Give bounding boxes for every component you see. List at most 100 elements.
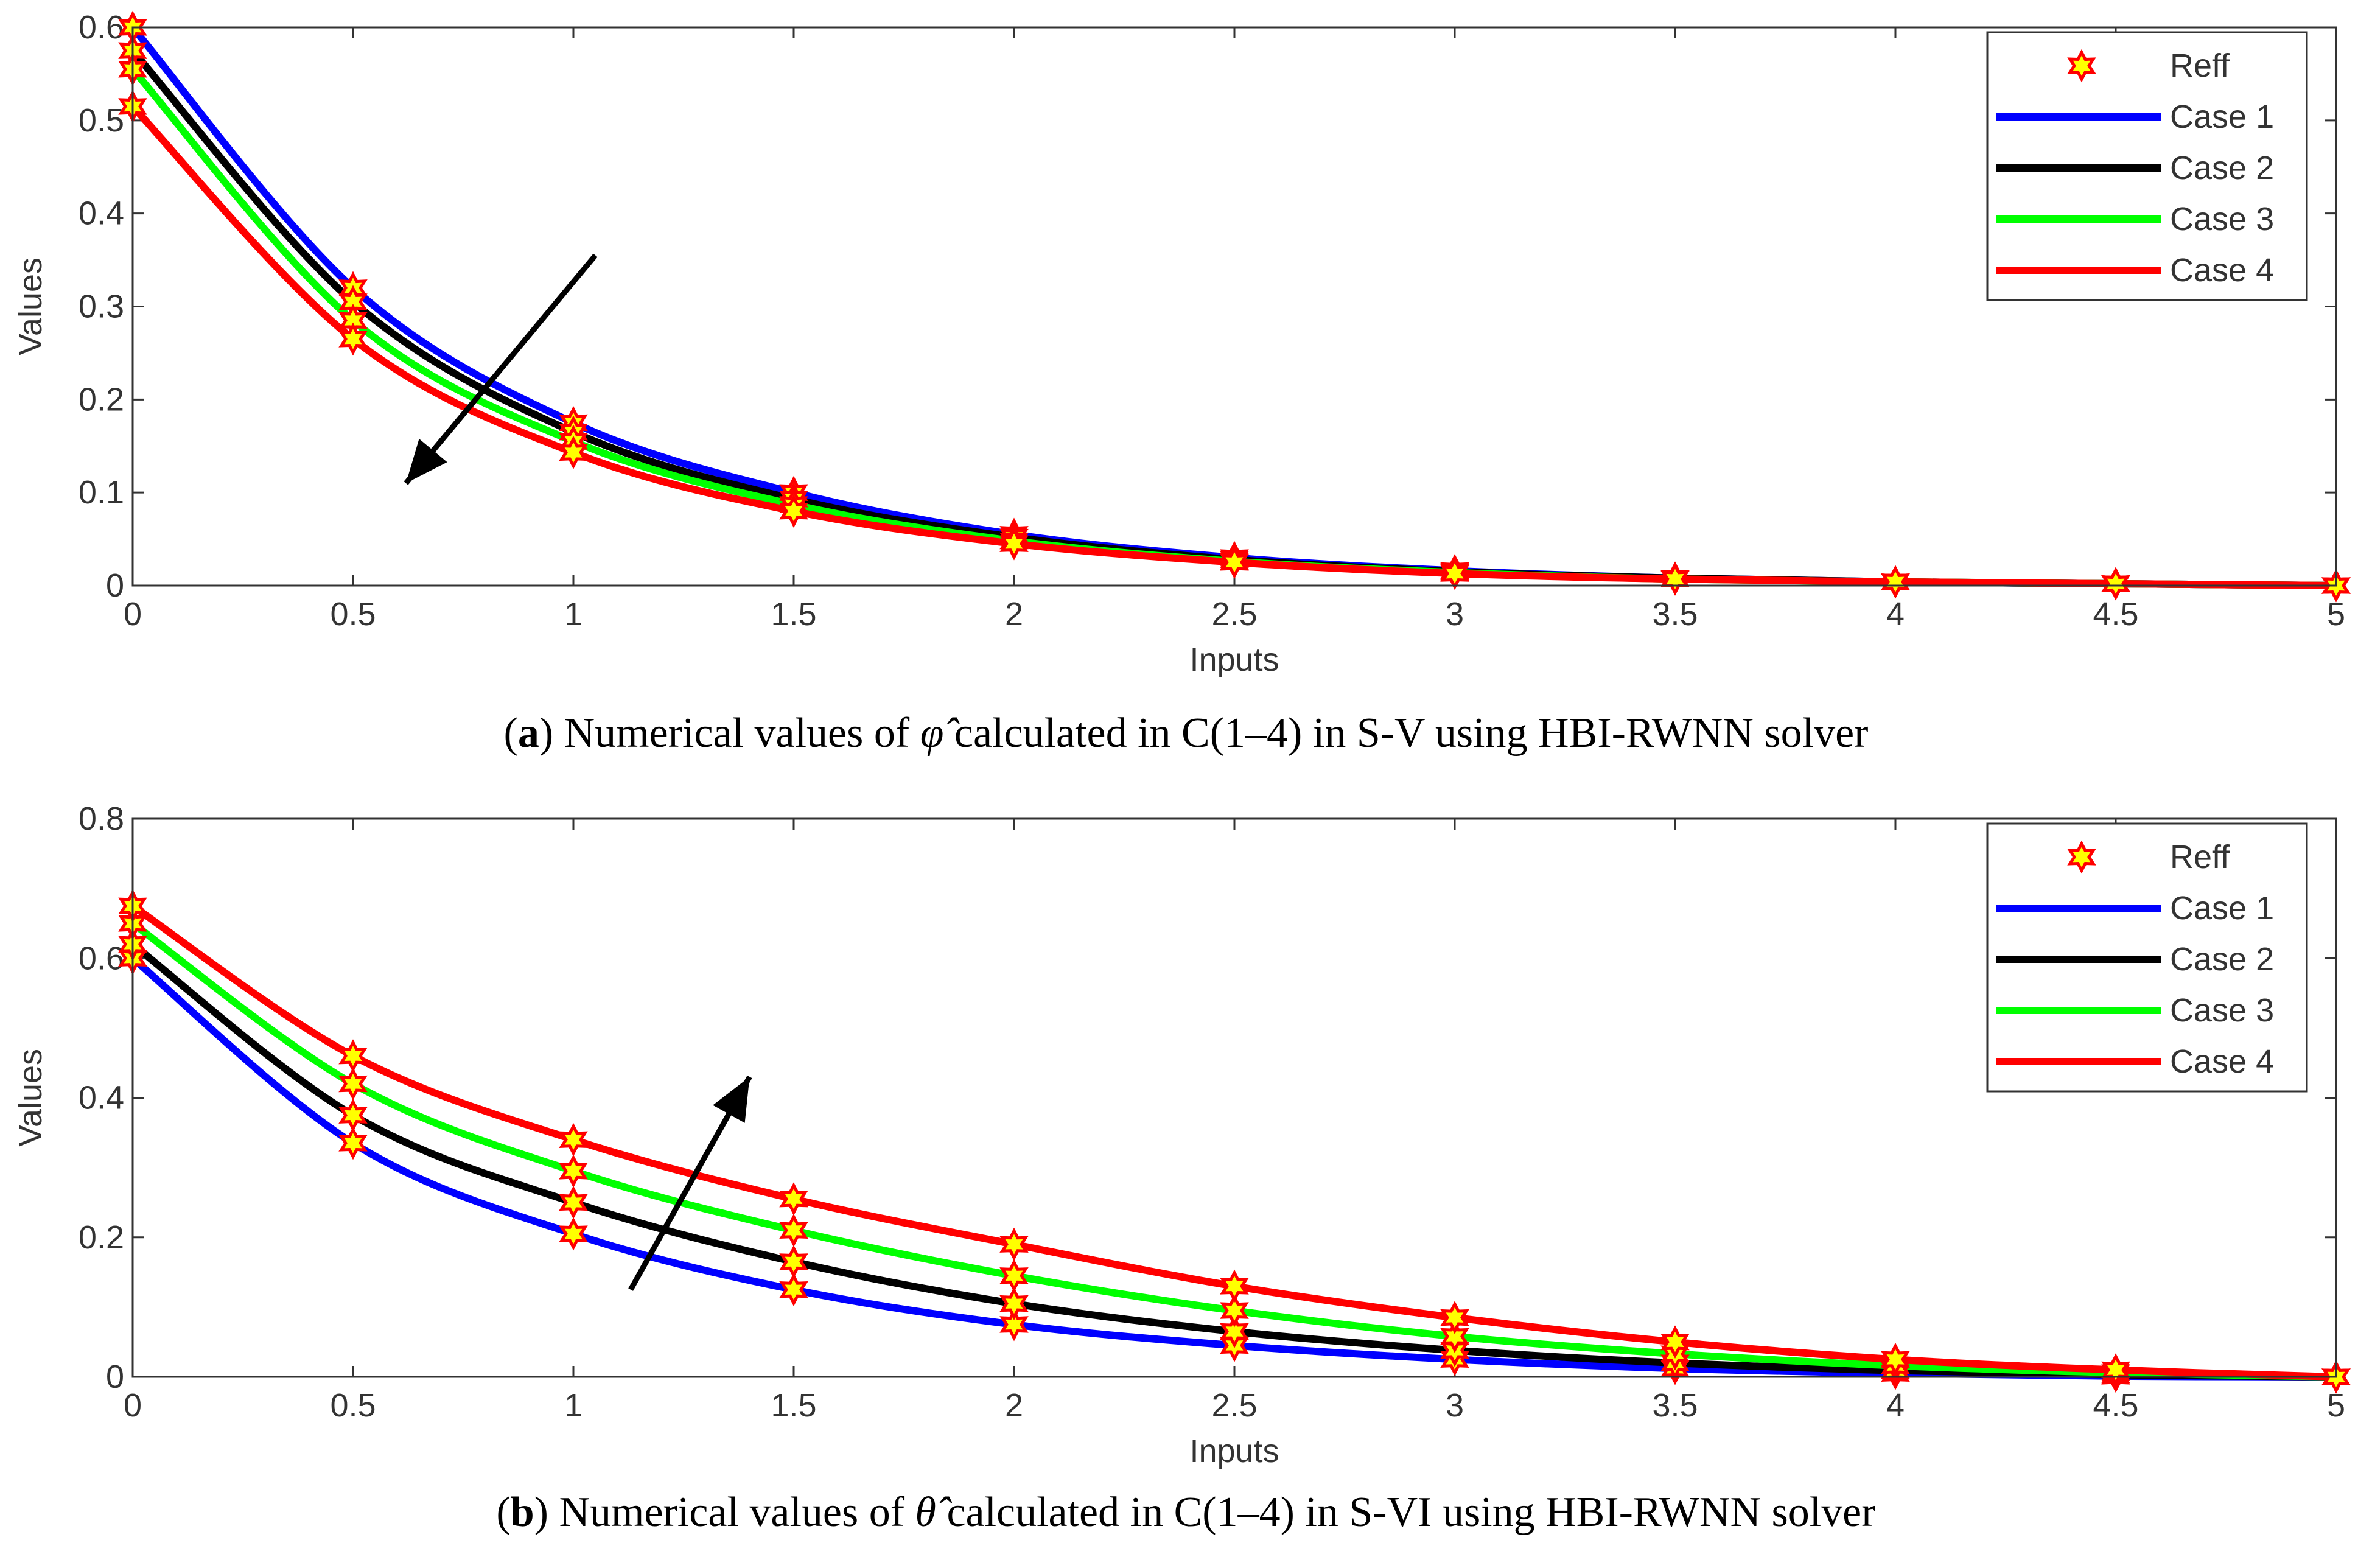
chart-b: 0 0.5 1 1.5 2 2.5 3 3.5 4 4.5 500.20.40.60.8Inputs… [12, 800, 2351, 1469]
reff-marker [1220, 1315, 1249, 1348]
x-tick-label: 4 [1886, 596, 1905, 632]
y-tick-label: 0.1 [79, 474, 124, 511]
reff-marker [559, 435, 588, 469]
x-tick-label: 4.5 [2093, 1387, 2138, 1424]
y-tick-label: 0.3 [79, 289, 124, 325]
y-tick-label: 0.8 [79, 800, 124, 837]
caption-b-symbol: θ̂ [915, 1489, 936, 1536]
reff-marker [779, 494, 808, 528]
caption-b-letter: b [510, 1489, 534, 1536]
caption-a-post: calculated in C(1–4) in S-V using HBI-RW… [954, 710, 1869, 757]
legend-reff-label: Reff [2170, 47, 2230, 84]
legend-label-case-4: Case 4 [2170, 252, 2274, 289]
legend-reff-label: Reff [2170, 839, 2230, 875]
x-tick-label: 0 [124, 1387, 142, 1424]
x-axis-label: Inputs [1189, 642, 1279, 678]
reff-marker [1881, 1342, 1910, 1376]
reff-marker [1881, 565, 1910, 599]
y-tick-label: 0.2 [79, 381, 124, 418]
reff-marker [2101, 567, 2130, 601]
caption-b-post: calculated in C(1–4) in S-VI using HBI-R… [946, 1489, 1876, 1536]
reff-marker [559, 1122, 588, 1157]
caption-b-pre: Numerical values of [559, 1489, 915, 1536]
reff-marker [999, 1287, 1029, 1321]
legend-label-case-4: Case 4 [2170, 1043, 2274, 1080]
trend-arrow-shaft [404, 253, 598, 485]
y-tick-label: 0.6 [79, 940, 124, 976]
y-tick-label: 0.4 [79, 1080, 124, 1116]
y-tick-label: 0.2 [79, 1219, 124, 1256]
reff-marker [559, 1217, 588, 1251]
axes-box [131, 817, 2337, 1378]
y-axis-label: Values [12, 1049, 49, 1147]
x-tick-label: 0.5 [330, 1387, 376, 1424]
chart-panel-a: 0 0.5 1 1.5 2 2.5 3 3.5 4 4.5 5 0 0.1 0.2 0.3 0.4 0.5 0.6… [0, 0, 2372, 777]
x-tick-label: 0 [124, 596, 142, 632]
reff-marker [779, 1213, 808, 1247]
x-tick-label: 3 [1446, 596, 1464, 632]
caption-b: (b) Numerical values of θ̂ calculated in… [496, 1489, 1876, 1536]
caption-a-symbol: φ̂ [920, 710, 944, 757]
y-tick-label: 0.5 [79, 102, 124, 139]
x-tick-label: 2 [1005, 1387, 1023, 1424]
caption-a-letter: a [517, 710, 539, 757]
reff-marker [338, 1126, 368, 1160]
reff-marker [1220, 545, 1249, 579]
reff-marker [999, 527, 1029, 561]
y-tick-label: 0.4 [79, 195, 124, 232]
reff-marker [338, 1067, 368, 1101]
reff-marker [1660, 1325, 1690, 1359]
reff-marker [779, 1182, 808, 1216]
reff-marker [1660, 562, 1690, 596]
reff-marker [999, 1259, 1029, 1293]
legend-reff-marker [2067, 840, 2096, 874]
reff-marker [1440, 1301, 1469, 1334]
x-tick-label: 4.5 [2093, 596, 2138, 632]
x-tick-label: 1.5 [771, 1387, 816, 1424]
legend-reff-marker [2067, 49, 2096, 83]
chart-panel-b: 0 0.5 1 1.5 2 2.5 3 3.5 4 4.5 5 0 0.2 0.4 0.6 0.8 Inputs… [0, 791, 2372, 1568]
legend-label-case-3: Case 3 [2170, 992, 2274, 1029]
x-tick-label: 2.5 [1211, 1387, 1257, 1424]
reff-marker [779, 1245, 808, 1279]
x-tick-label: 0.5 [330, 596, 376, 632]
caption-a: (a) Numerical values of φ̂ calculated in… [503, 710, 1869, 757]
x-tick-label: 2.5 [1211, 596, 1257, 632]
reff-marker [559, 1185, 588, 1219]
reff-marker [2101, 1353, 2130, 1387]
y-tick-label: 0 [106, 567, 124, 604]
reff-marker [338, 322, 368, 356]
y-tick-label: 0 [106, 1359, 124, 1395]
plot-area [133, 27, 2336, 586]
x-tick-label: 1 [564, 1387, 583, 1424]
reff-marker [1440, 1320, 1469, 1353]
legend-label-case-1: Case 1 [2170, 890, 2274, 926]
reff-marker [559, 1154, 588, 1188]
reff-marker [338, 1039, 368, 1073]
x-axis-label: Inputs [1189, 1433, 1279, 1469]
legend-label-case-3: Case 3 [2170, 201, 2274, 237]
trend-arrow-head [713, 1077, 750, 1123]
x-tick-label: 1.5 [771, 596, 816, 632]
chart-a: 0 0.5 1 1.5 2 2.5 3 3.5 4 4.5 500.10.20.30.40.50.6… [12, 9, 2351, 678]
caption-a-pre: Numerical values of [564, 710, 920, 757]
legend-label-case-2: Case 2 [2170, 941, 2274, 978]
x-tick-label: 2 [1005, 596, 1023, 632]
reff-marker [1220, 1269, 1249, 1303]
legend-label-case-2: Case 2 [2170, 150, 2274, 186]
reff-marker [999, 1307, 1029, 1342]
y-axis-label: Values [12, 257, 49, 355]
reff-marker [1440, 556, 1469, 590]
axes-box [131, 26, 2337, 587]
reff-marker [1220, 1293, 1249, 1328]
y-tick-label: 0.6 [79, 9, 124, 46]
x-tick-label: 3.5 [1652, 596, 1698, 632]
x-tick-label: 4 [1886, 1387, 1905, 1424]
x-tick-label: 3 [1446, 1387, 1464, 1424]
x-tick-label: 3.5 [1652, 1387, 1698, 1424]
reff-marker [779, 1273, 808, 1307]
x-tick-label: 1 [564, 596, 583, 632]
reff-marker [338, 1098, 368, 1132]
trend-arrow-head [405, 438, 447, 483]
reff-marker [999, 1227, 1029, 1261]
